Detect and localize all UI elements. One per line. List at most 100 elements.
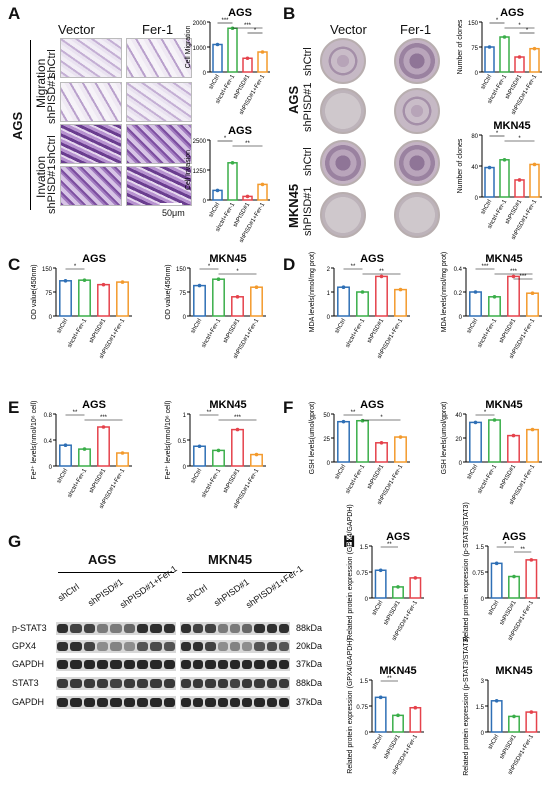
wb-band xyxy=(57,679,69,688)
panel-b-vector-header: Vector xyxy=(330,22,367,37)
y-tick-label: 1 xyxy=(183,413,187,419)
panel-letter-a: A xyxy=(8,4,21,23)
data-point xyxy=(396,713,400,718)
wb-band xyxy=(163,660,175,669)
wb-band xyxy=(193,624,204,633)
wb-band xyxy=(254,624,265,633)
category-label: shCtrl xyxy=(190,468,203,485)
y-axis-label: Fe²⁺ levels(nmol/10⁶ cell) xyxy=(165,401,172,480)
micrograph-migration-vector-shpisd xyxy=(60,82,122,122)
category-label: shPISD#1 xyxy=(367,463,386,490)
bar xyxy=(499,36,510,73)
data-point xyxy=(532,46,537,51)
data-point xyxy=(494,561,499,566)
panel-letter-e: E xyxy=(8,398,20,417)
wb-band xyxy=(57,624,69,633)
wb-band xyxy=(266,698,277,707)
chart-title: AGS xyxy=(228,125,252,137)
wb-band xyxy=(123,679,135,688)
y-tick-label: 0 xyxy=(327,315,331,321)
bar xyxy=(375,275,388,317)
y-tick-label: 1.5 xyxy=(360,679,369,685)
bar xyxy=(212,278,225,317)
wb-band xyxy=(205,679,216,688)
wb-band xyxy=(150,679,162,688)
data-point xyxy=(492,295,497,299)
wb-kda-label-3: 88kDa xyxy=(296,678,323,688)
wb-band xyxy=(163,642,175,651)
wb-band xyxy=(123,698,135,707)
wb-band xyxy=(278,642,289,651)
bar xyxy=(514,56,525,73)
data-point xyxy=(511,274,516,279)
wb-band xyxy=(110,698,122,707)
y-axis-label: Cell Invasion xyxy=(185,150,192,190)
bar xyxy=(356,419,369,463)
y-tick-label: 150 xyxy=(42,267,53,273)
data-point xyxy=(512,714,516,719)
bar xyxy=(529,163,540,198)
bar xyxy=(488,296,501,317)
category-label: shPISD#1 xyxy=(499,599,518,626)
y-axis-label: Related protein expression (GPX4/GAPDH) xyxy=(347,504,354,639)
y-tick-label: 1.5 xyxy=(476,545,485,551)
wb-band xyxy=(150,698,162,707)
category-label: shPISD#1 xyxy=(89,317,108,344)
significance-label: *** xyxy=(234,415,242,421)
panel-b-fer1-header: Fer-1 xyxy=(400,22,432,37)
y-tick-label: 150 xyxy=(468,21,479,27)
y-tick-label: 0 xyxy=(49,315,53,321)
wb-band xyxy=(83,642,95,651)
category-label: shCtrl xyxy=(334,318,347,335)
category-label: shPISD#1 xyxy=(223,317,242,344)
significance-label: *** xyxy=(481,264,489,270)
chart-title: AGS xyxy=(500,7,524,19)
y-axis-label: Cell Migration xyxy=(185,25,192,68)
wb-band xyxy=(137,624,149,633)
wb-band xyxy=(193,698,204,707)
bar xyxy=(508,575,520,599)
category-label: shctrl+Fer-1 xyxy=(201,317,223,348)
data-point xyxy=(230,161,235,165)
wb-band xyxy=(150,660,162,669)
bar xyxy=(242,57,253,73)
y-tick-label: 0.4 xyxy=(454,267,463,273)
micrograph-invasion-vector-shctrl xyxy=(60,124,122,164)
bar xyxy=(59,444,72,467)
wb-band xyxy=(254,679,265,688)
category-label: shCtrl xyxy=(334,464,347,481)
bar xyxy=(212,449,225,467)
panel-letter-d: D xyxy=(283,255,296,274)
data-point xyxy=(398,435,403,439)
wb-kda-label-2: 37kDa xyxy=(296,659,323,669)
y-tick-label: 0 xyxy=(49,465,53,471)
wb-ags-line xyxy=(58,572,174,573)
wb-band xyxy=(278,698,289,707)
wb-band xyxy=(150,624,162,633)
wb-band xyxy=(123,660,135,669)
bar xyxy=(409,577,422,599)
y-tick-label: 80 xyxy=(471,134,478,140)
chart-title: AGS xyxy=(360,253,384,265)
y-tick-label: 3 xyxy=(481,679,485,685)
wb-band xyxy=(181,660,192,669)
wb-band xyxy=(205,698,216,707)
bar xyxy=(78,448,91,467)
y-tick-label: 150 xyxy=(176,267,187,273)
y-tick-label: 0.75 xyxy=(356,571,368,577)
panel-letter-f: F xyxy=(283,398,294,417)
significance-label: * xyxy=(496,131,499,137)
wb-band xyxy=(254,698,265,707)
data-point xyxy=(378,568,383,573)
wb-band xyxy=(83,698,95,707)
significance-label: *** xyxy=(519,274,527,280)
category-label: shPISD#1 xyxy=(499,317,518,344)
y-tick-label: 2000 xyxy=(193,21,207,27)
bar xyxy=(409,706,422,733)
panel-a-vector-header: Vector xyxy=(58,22,95,37)
y-tick-label: 0 xyxy=(475,71,479,77)
bar xyxy=(526,428,539,463)
wb-band xyxy=(217,660,228,669)
y-tick-label: 0.4 xyxy=(44,439,53,445)
wb-band xyxy=(70,642,82,651)
